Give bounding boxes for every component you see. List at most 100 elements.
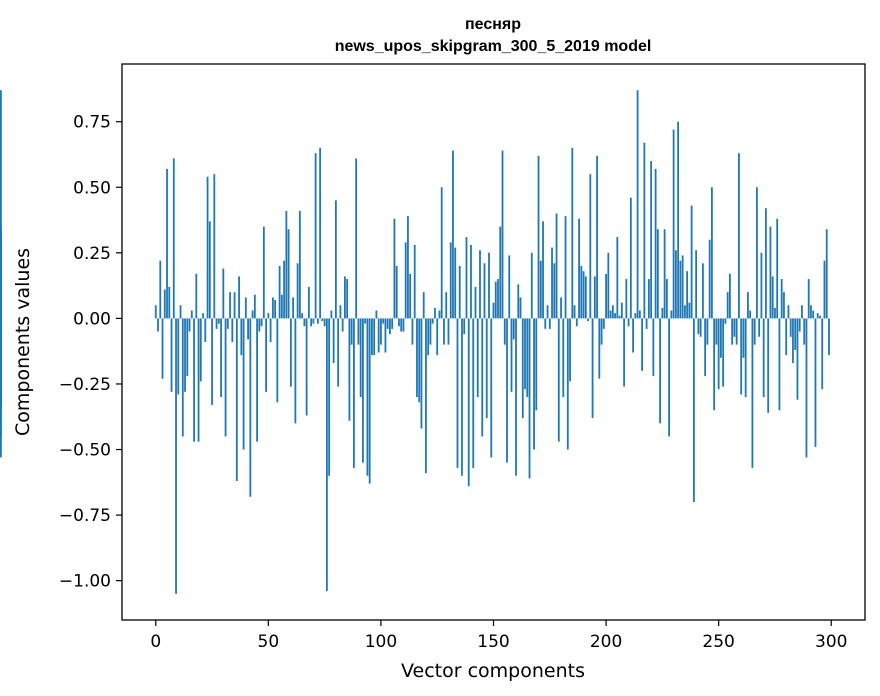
bar-97 bbox=[373, 318, 376, 356]
bar-80 bbox=[334, 200, 337, 319]
y-tick-label: −0.75 bbox=[59, 506, 111, 526]
bar-147 bbox=[485, 318, 488, 419]
bar-134 bbox=[456, 318, 459, 468]
bar-194 bbox=[591, 318, 594, 419]
y-tick-label: −1.00 bbox=[59, 572, 111, 592]
bar-280 bbox=[785, 318, 788, 356]
bar-232 bbox=[677, 121, 680, 319]
bar-7 bbox=[170, 318, 173, 392]
bar-203 bbox=[611, 305, 614, 319]
bar-140 bbox=[470, 244, 472, 319]
bar-288 bbox=[803, 318, 806, 345]
bar-160 bbox=[515, 318, 517, 476]
bar-131 bbox=[449, 242, 452, 319]
bar-240 bbox=[695, 250, 698, 319]
bar-179 bbox=[557, 318, 560, 442]
bar-45 bbox=[256, 318, 258, 442]
bar-128 bbox=[443, 318, 445, 345]
bar-108 bbox=[398, 318, 400, 327]
bar-101 bbox=[382, 318, 385, 324]
bar-250 bbox=[717, 318, 720, 390]
bar-136 bbox=[461, 318, 463, 476]
bar-167 bbox=[530, 252, 533, 319]
bar-2 bbox=[159, 260, 162, 319]
bar-47 bbox=[260, 318, 263, 327]
bar-156 bbox=[506, 318, 508, 463]
bar-279 bbox=[783, 292, 785, 319]
bar-33 bbox=[229, 292, 231, 319]
bar-23 bbox=[206, 176, 209, 319]
bar-27 bbox=[215, 318, 218, 329]
bar-175 bbox=[548, 318, 551, 329]
x-tick-label: 200 bbox=[590, 632, 622, 652]
bar-188 bbox=[578, 218, 580, 319]
bar-57 bbox=[283, 260, 286, 319]
bar-218 bbox=[645, 318, 648, 329]
bar-3 bbox=[161, 318, 164, 379]
bar-139 bbox=[467, 318, 470, 487]
bar-259 bbox=[738, 153, 740, 319]
bar-234 bbox=[681, 255, 684, 319]
bar-14 bbox=[186, 318, 189, 377]
bar-290 bbox=[807, 279, 810, 319]
bar-129 bbox=[445, 292, 448, 319]
bar-132 bbox=[452, 150, 454, 319]
bar-30 bbox=[222, 268, 225, 319]
bar-130 bbox=[447, 318, 450, 345]
x-axis-ticks: 0 50 100 150 200 250 300 bbox=[150, 620, 847, 652]
bar-159 bbox=[512, 318, 515, 340]
bar-161 bbox=[517, 284, 520, 319]
bar-158 bbox=[510, 318, 513, 392]
bar-118 bbox=[420, 318, 423, 429]
bar-206 bbox=[618, 315, 621, 319]
bar-274 bbox=[771, 276, 774, 319]
bar-135 bbox=[458, 265, 461, 319]
bar-202 bbox=[609, 310, 612, 319]
bar-233 bbox=[679, 260, 682, 319]
bar-289 bbox=[805, 318, 808, 458]
bar-62 bbox=[294, 318, 297, 424]
bar-297 bbox=[823, 260, 826, 319]
bar-117 bbox=[418, 318, 421, 403]
bar-28 bbox=[217, 318, 220, 324]
bar-32 bbox=[226, 318, 229, 329]
bar-172 bbox=[542, 221, 544, 319]
bar-235 bbox=[683, 305, 686, 319]
bar-90 bbox=[357, 318, 360, 345]
bar-91 bbox=[359, 318, 362, 398]
bar-60 bbox=[289, 318, 292, 387]
bar-40 bbox=[244, 297, 247, 319]
bar-137 bbox=[463, 318, 466, 335]
bar-298 bbox=[825, 229, 828, 319]
bar-230 bbox=[672, 129, 675, 319]
bar-5 bbox=[166, 168, 168, 319]
bar-228 bbox=[668, 318, 671, 437]
bar-69 bbox=[310, 318, 313, 327]
x-tick-label: 100 bbox=[365, 632, 397, 652]
bar-59 bbox=[287, 229, 290, 319]
bar-284 bbox=[794, 318, 797, 350]
bar-196 bbox=[596, 155, 598, 319]
bar-239 bbox=[692, 318, 695, 502]
bar-63 bbox=[296, 263, 299, 319]
bar-221 bbox=[652, 318, 655, 377]
bar-103 bbox=[386, 318, 389, 329]
bar-264 bbox=[749, 310, 752, 319]
bar-61 bbox=[292, 297, 295, 319]
bar-212 bbox=[632, 318, 634, 353]
bar-44 bbox=[253, 294, 256, 319]
bar-104 bbox=[389, 318, 391, 335]
bar-282 bbox=[789, 318, 792, 337]
bar-285 bbox=[796, 318, 799, 400]
bar-142 bbox=[474, 286, 477, 319]
bar-88 bbox=[353, 318, 355, 468]
bar-291 bbox=[810, 305, 812, 319]
bar-85 bbox=[346, 279, 349, 319]
bar-77 bbox=[328, 318, 331, 476]
bar-177 bbox=[553, 263, 556, 319]
bar-180 bbox=[560, 297, 562, 319]
bar-272 bbox=[767, 318, 770, 413]
bar-11 bbox=[179, 305, 182, 319]
bar-153 bbox=[499, 226, 502, 319]
bar-269 bbox=[760, 252, 763, 319]
